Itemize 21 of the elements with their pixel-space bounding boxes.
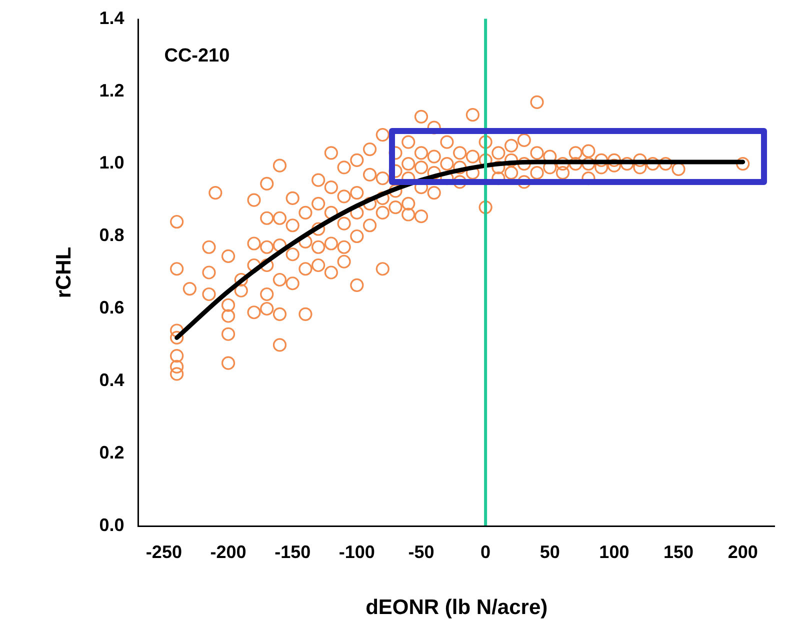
x-tick-label: 150 (663, 542, 694, 562)
x-tick-label: 0 (480, 542, 491, 562)
y-tick-label: 0.8 (99, 225, 124, 246)
x-tick-label: 100 (599, 542, 630, 562)
x-tick-label: 200 (728, 542, 758, 562)
x-tick-label: 50 (540, 542, 560, 562)
x-axis-title: dEONR (lb N/acre) (366, 596, 548, 620)
y-tick-label: 1.2 (99, 80, 124, 100)
y-tick-label: 0.6 (99, 298, 124, 318)
annotation: CC-210 (164, 46, 230, 67)
y-tick-label: 1.0 (99, 152, 124, 173)
x-tick-label: -250 (146, 542, 182, 562)
x-tick-label: -50 (408, 542, 434, 562)
y-tick-label: 0.2 (99, 442, 124, 463)
y-tick-label: 0.4 (99, 370, 124, 390)
x-tick-label: -150 (274, 542, 311, 562)
x-tick-label: -100 (338, 542, 375, 562)
y-tick-label: 0.0 (99, 515, 124, 536)
x-tick-label: -200 (210, 542, 246, 562)
y-axis-title: rCHL (52, 246, 76, 298)
y-tick-label: 1.4 (99, 8, 124, 28)
